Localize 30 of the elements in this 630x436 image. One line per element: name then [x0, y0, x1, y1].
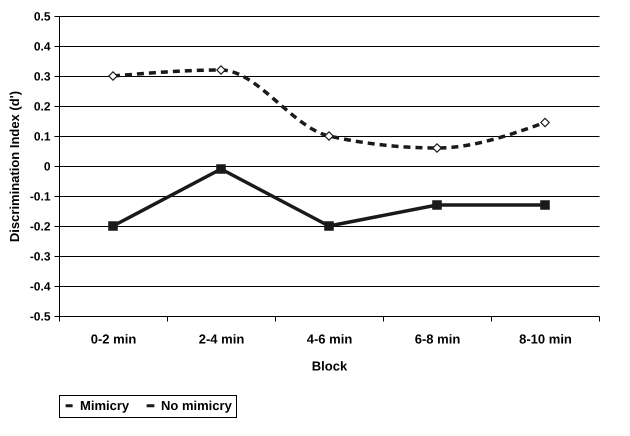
point — [216, 65, 226, 75]
y-tick-label: 0.5 — [34, 10, 51, 24]
x-axis-title: Block — [312, 358, 348, 374]
point — [108, 71, 118, 81]
point — [324, 131, 334, 141]
y-axis-title: Discrimination Index (d') — [6, 90, 22, 242]
point — [540, 118, 550, 128]
point — [432, 143, 442, 153]
y-tick-label: -0.5 — [30, 310, 51, 324]
y-tick-label: 0.4 — [34, 40, 51, 54]
y-tick-label: -0.2 — [30, 220, 51, 234]
y-tick-label: 0.2 — [34, 100, 51, 114]
y-tick-label: 0.1 — [34, 130, 51, 144]
legend-label: Mimicry — [80, 398, 130, 413]
x-tick-label: 6-8 min — [414, 332, 460, 346]
point — [108, 221, 118, 231]
y-tick-label: -0.3 — [30, 250, 51, 264]
point — [216, 164, 226, 174]
y-tick-label: -0.1 — [30, 190, 51, 204]
x-tick-label: 0-2 min — [90, 332, 136, 346]
y-tick-label: 0.3 — [34, 70, 51, 84]
point — [540, 200, 550, 210]
x-tick-label: 2-4 min — [198, 332, 244, 346]
x-tick-label: 4-6 min — [306, 332, 352, 346]
x-tick-label: 8-10 min — [519, 332, 572, 346]
point — [324, 221, 334, 231]
y-tick-label: 0 — [44, 160, 51, 174]
y-tick-label: -0.4 — [30, 280, 51, 294]
point — [432, 200, 442, 210]
legend-label: No mimicry — [161, 398, 233, 413]
